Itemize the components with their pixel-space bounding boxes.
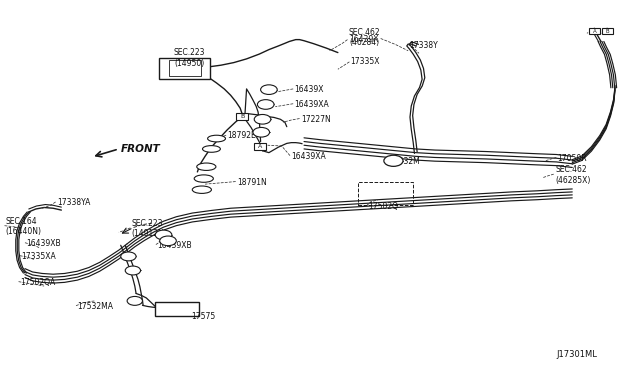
Circle shape — [121, 252, 136, 261]
Text: SEC.462
(46285X): SEC.462 (46285X) — [555, 165, 590, 185]
Text: 17532MA: 17532MA — [77, 302, 113, 311]
Ellipse shape — [194, 175, 213, 182]
Text: A: A — [593, 29, 596, 33]
Text: J17301ML: J17301ML — [556, 350, 597, 359]
Circle shape — [384, 155, 403, 166]
Text: B: B — [240, 114, 244, 119]
Bar — [169, 60, 200, 76]
Circle shape — [257, 100, 274, 109]
Text: 17227N: 17227N — [301, 115, 331, 124]
Text: 16439XB: 16439XB — [157, 241, 192, 250]
Text: 16439XB: 16439XB — [26, 239, 61, 248]
Bar — [236, 113, 248, 120]
Text: SEC.462
(46284): SEC.462 (46284) — [349, 28, 381, 48]
Text: SEC.223
(14912N): SEC.223 (14912N) — [132, 219, 167, 238]
Text: 17335X: 17335X — [351, 57, 380, 66]
Text: SEC.223
(14950): SEC.223 (14950) — [173, 48, 205, 68]
Text: SEC.164
(16440N): SEC.164 (16440N) — [6, 217, 42, 237]
Bar — [589, 28, 600, 35]
Circle shape — [127, 296, 143, 305]
Circle shape — [160, 236, 176, 246]
Text: B: B — [605, 29, 609, 33]
Ellipse shape — [196, 163, 216, 170]
Text: 17335XA: 17335XA — [21, 252, 56, 261]
Text: FRONT: FRONT — [121, 144, 161, 154]
Text: 16439XA: 16439XA — [291, 152, 326, 161]
Text: 17338YA: 17338YA — [57, 198, 90, 207]
Ellipse shape — [207, 135, 225, 142]
Ellipse shape — [202, 145, 220, 152]
Circle shape — [253, 128, 269, 137]
Text: 17502Q: 17502Q — [368, 202, 398, 211]
Circle shape — [260, 85, 277, 94]
Circle shape — [254, 115, 271, 124]
Text: 17532M: 17532M — [389, 157, 420, 166]
Bar — [253, 143, 266, 150]
Bar — [159, 58, 210, 78]
Text: 16439XA: 16439XA — [294, 100, 329, 109]
Text: 18791N: 18791N — [237, 178, 267, 187]
Text: 16439X: 16439X — [349, 35, 378, 44]
Bar — [602, 28, 613, 35]
Text: 17050R: 17050R — [557, 154, 587, 163]
Text: 18792E: 18792E — [227, 131, 256, 141]
Circle shape — [156, 230, 172, 240]
Text: 16439X: 16439X — [294, 85, 324, 94]
Bar — [358, 182, 413, 205]
Text: A: A — [258, 144, 262, 149]
Text: 17575: 17575 — [191, 312, 215, 321]
Text: 17338Y: 17338Y — [410, 41, 438, 50]
Ellipse shape — [192, 186, 211, 193]
Bar — [156, 302, 198, 317]
Text: 17502QA: 17502QA — [20, 278, 55, 287]
Circle shape — [125, 266, 141, 275]
